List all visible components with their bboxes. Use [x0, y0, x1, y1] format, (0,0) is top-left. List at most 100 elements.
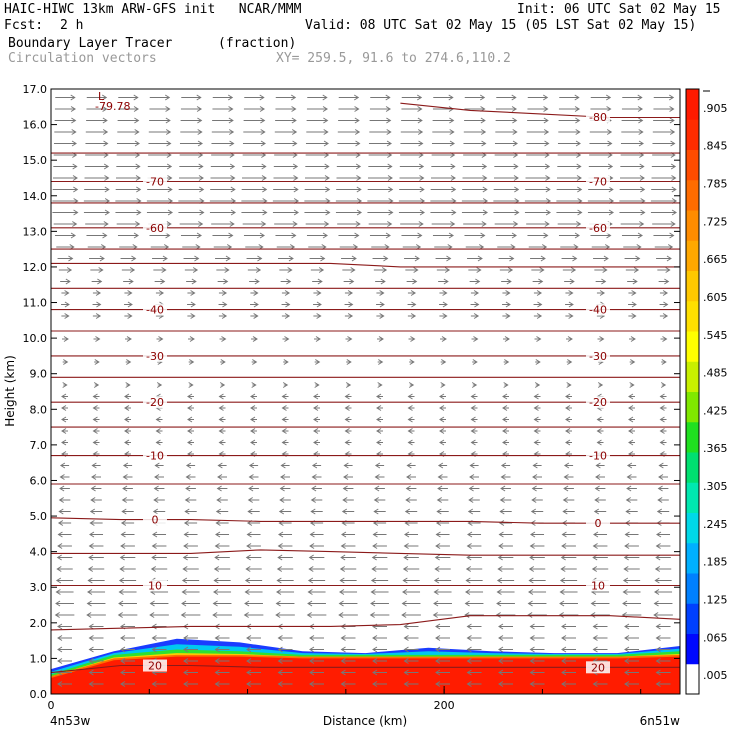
- vector-arrowhead: [466, 681, 472, 687]
- vector-arrowhead: [86, 600, 92, 607]
- vector-arrowhead: [97, 278, 103, 285]
- vector-arrowhead: [136, 209, 142, 216]
- vector-arrowhead: [574, 106, 581, 112]
- vector-arrowhead: [135, 221, 141, 227]
- vector-arrowhead: [378, 336, 384, 342]
- vector-arrowhead: [149, 612, 155, 618]
- vector-arrowhead: [592, 635, 598, 641]
- vector-arrowhead: [356, 209, 363, 216]
- colorbar-label: .545: [703, 329, 728, 342]
- colorbar-swatch: [686, 361, 699, 392]
- valid-time: Valid: 08 UTC Sat 02 May 15 (05 LST Sat …: [305, 18, 697, 33]
- colorbar-label: .365: [703, 442, 728, 455]
- vector-arrowhead: [499, 497, 505, 503]
- vector-arrowhead: [661, 359, 667, 365]
- contour-label: -60: [589, 222, 607, 235]
- vector-arrowhead: [410, 313, 417, 319]
- vector-arrowhead: [512, 140, 518, 147]
- vector-arrowhead: [498, 623, 504, 630]
- vector-arrowhead: [246, 646, 252, 653]
- vector-arrowhead: [292, 163, 299, 170]
- vector-arrowhead: [372, 646, 378, 653]
- vector-arrowhead: [194, 255, 200, 262]
- contour-label: -30: [589, 350, 607, 363]
- vector-arrowhead: [293, 186, 299, 193]
- vector-arrowhead: [64, 313, 70, 319]
- y-tick-label: 10.0: [23, 332, 48, 345]
- vector-arrowhead: [481, 221, 487, 227]
- vector-arrowhead: [628, 439, 634, 446]
- vector-arrowhead: [185, 474, 191, 480]
- vector-arrowhead: [450, 221, 456, 227]
- vector-arrowhead: [213, 566, 220, 572]
- vector-arrowhead: [92, 393, 98, 400]
- vector-arrowhead: [70, 232, 76, 239]
- vector-arrowhead: [184, 497, 190, 503]
- x-axis: 0 200: [48, 686, 642, 712]
- vector-arrowhead: [577, 186, 583, 193]
- vector-arrowhead: [638, 140, 644, 147]
- vector-arrowhead: [257, 255, 263, 262]
- vector-arrowhead: [284, 336, 290, 342]
- vector-arrowhead: [253, 290, 259, 296]
- vector-arrowhead: [95, 336, 101, 342]
- vector-arrowhead: [183, 520, 190, 526]
- vector-arrowhead: [402, 566, 409, 572]
- vector-arrowhead: [104, 186, 110, 193]
- vector-arrowhead: [657, 497, 663, 503]
- colorbar-label: .125: [703, 593, 728, 606]
- vector-arrowhead: [498, 531, 504, 538]
- init-time: Init: 06 UTC Sat 02 May 15: [517, 2, 721, 17]
- plot-frame: [50, 88, 681, 695]
- vector-arrowhead: [419, 209, 426, 216]
- vector-arrowhead: [215, 508, 222, 515]
- vector-arrowhead: [347, 336, 353, 342]
- vector-arrowhead: [354, 129, 361, 135]
- vector-arrowhead: [407, 393, 413, 400]
- vector-arrowhead: [631, 313, 637, 319]
- vector-arrowhead: [124, 405, 130, 411]
- vector-arrowhead: [435, 658, 441, 664]
- vector-arrowhead: [320, 255, 326, 262]
- vector-arrowhead: [218, 393, 224, 400]
- vector-arrowhead: [655, 554, 661, 561]
- vector-arrowhead: [533, 428, 539, 434]
- vector-arrowhead: [433, 600, 439, 607]
- vector-arrowhead: [228, 129, 235, 135]
- vector-arrowhead: [229, 221, 235, 227]
- vector-arrowhead: [543, 117, 549, 124]
- vector-arrowhead: [310, 497, 316, 503]
- vector-arrowhead: [631, 290, 637, 296]
- vector-arrowhead: [311, 485, 317, 492]
- vector-arrowhead: [292, 221, 298, 227]
- vector-arrowhead: [198, 221, 204, 227]
- vector-arrowhead: [277, 681, 283, 687]
- vector-arrowhead: [500, 462, 507, 469]
- vector-arrowhead: [72, 221, 78, 227]
- vector-arrowhead: [377, 382, 383, 388]
- contour-label-bg: [143, 659, 167, 672]
- vector-arrowhead: [291, 129, 298, 135]
- vector-arrowhead: [417, 129, 424, 135]
- vector-arrowhead: [131, 255, 137, 262]
- vector-arrowhead: [599, 336, 605, 342]
- vector-arrowhead: [120, 646, 126, 653]
- vector-arrowhead: [635, 255, 641, 262]
- vector-arrowhead: [189, 359, 195, 365]
- vector-arrowhead: [591, 566, 598, 572]
- colorbar-swatch: [686, 603, 699, 634]
- vector-arrowhead: [607, 140, 613, 147]
- vector-arrowhead: [405, 485, 411, 492]
- vector-arrowhead: [482, 175, 488, 181]
- y-tick-label: 6.0: [30, 474, 48, 487]
- vector-arrowhead: [188, 382, 194, 388]
- vector-arrowhead: [576, 163, 582, 170]
- vector-arrowhead: [96, 301, 102, 308]
- vector-arrowhead: [344, 439, 350, 446]
- vector-arrowhead: [244, 589, 250, 595]
- vector-arrowhead: [563, 462, 570, 469]
- vector-arrowhead: [345, 382, 352, 388]
- contour-label: -60: [146, 222, 164, 235]
- vector-arrowhead: [448, 94, 454, 101]
- vector-arrowhead: [446, 255, 452, 262]
